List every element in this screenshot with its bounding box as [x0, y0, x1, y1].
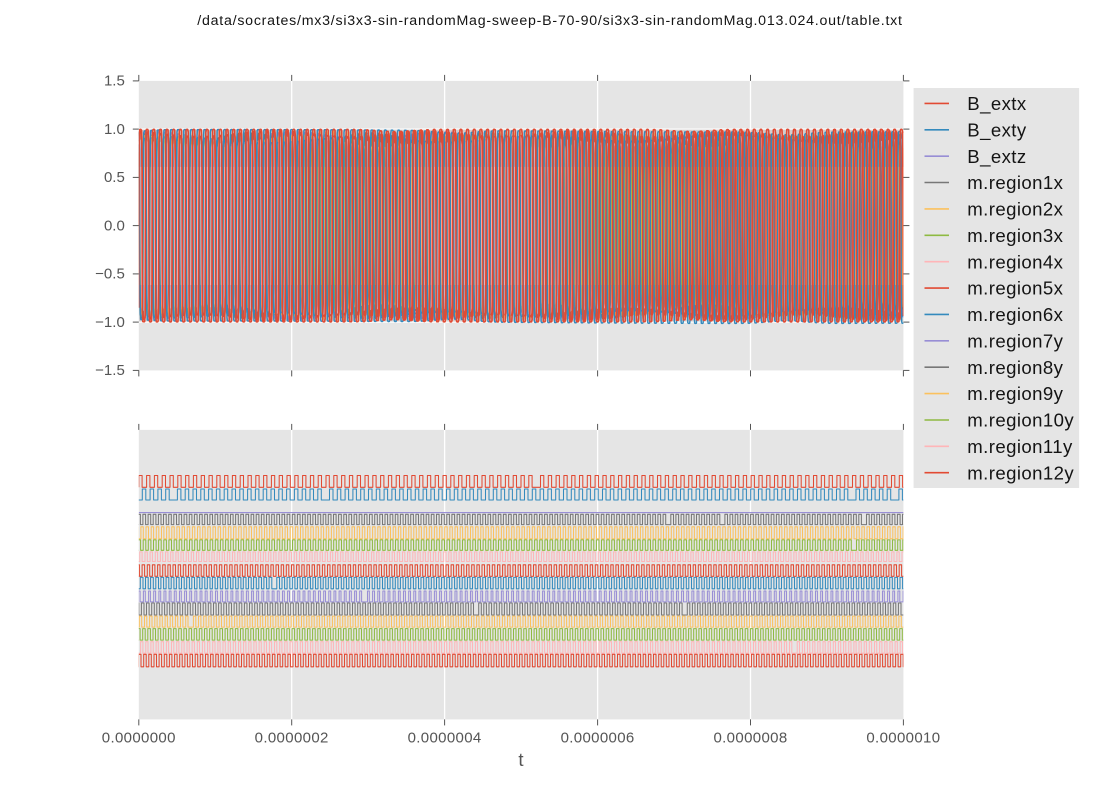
svg-text:−1.5: −1.5 [95, 362, 125, 379]
svg-text:m.region7y: m.region7y [967, 330, 1063, 351]
svg-text:0.0000008: 0.0000008 [713, 729, 787, 746]
svg-text:t: t [518, 749, 524, 770]
svg-text:1.0: 1.0 [104, 121, 125, 138]
svg-text:1.5: 1.5 [104, 73, 125, 90]
svg-text:m.region3x: m.region3x [967, 225, 1063, 246]
svg-text:0.0000006: 0.0000006 [561, 729, 635, 746]
svg-text:m.region2x: m.region2x [967, 199, 1063, 220]
svg-text:m.region4x: m.region4x [967, 251, 1063, 272]
svg-text:B_extx: B_extx [967, 93, 1027, 115]
svg-text:−0.5: −0.5 [95, 266, 125, 283]
svg-text:0.0000010: 0.0000010 [866, 729, 940, 746]
svg-text:m.region1x: m.region1x [967, 172, 1063, 193]
svg-text:0.0000004: 0.0000004 [408, 729, 482, 746]
svg-text:m.region9y: m.region9y [967, 383, 1063, 404]
svg-text:B_exty: B_exty [967, 119, 1027, 141]
svg-text:/data/socrates/mx3/si3x3-sin-r: /data/socrates/mx3/si3x3-sin-randomMag-s… [197, 13, 902, 29]
svg-text:m.region6x: m.region6x [967, 304, 1063, 325]
svg-text:0.0000002: 0.0000002 [255, 729, 329, 746]
svg-text:−1.0: −1.0 [95, 314, 125, 331]
svg-text:m.region12y: m.region12y [967, 462, 1074, 483]
svg-text:0.5: 0.5 [104, 169, 125, 186]
svg-text:m.region5x: m.region5x [967, 278, 1063, 299]
svg-text:m.region11y: m.region11y [967, 436, 1073, 457]
svg-text:m.region8y: m.region8y [967, 357, 1063, 378]
svg-text:m.region10y: m.region10y [967, 410, 1074, 431]
svg-text:B_extz: B_extz [967, 146, 1026, 168]
svg-text:0.0000000: 0.0000000 [102, 729, 176, 746]
svg-text:0.0: 0.0 [104, 217, 125, 234]
